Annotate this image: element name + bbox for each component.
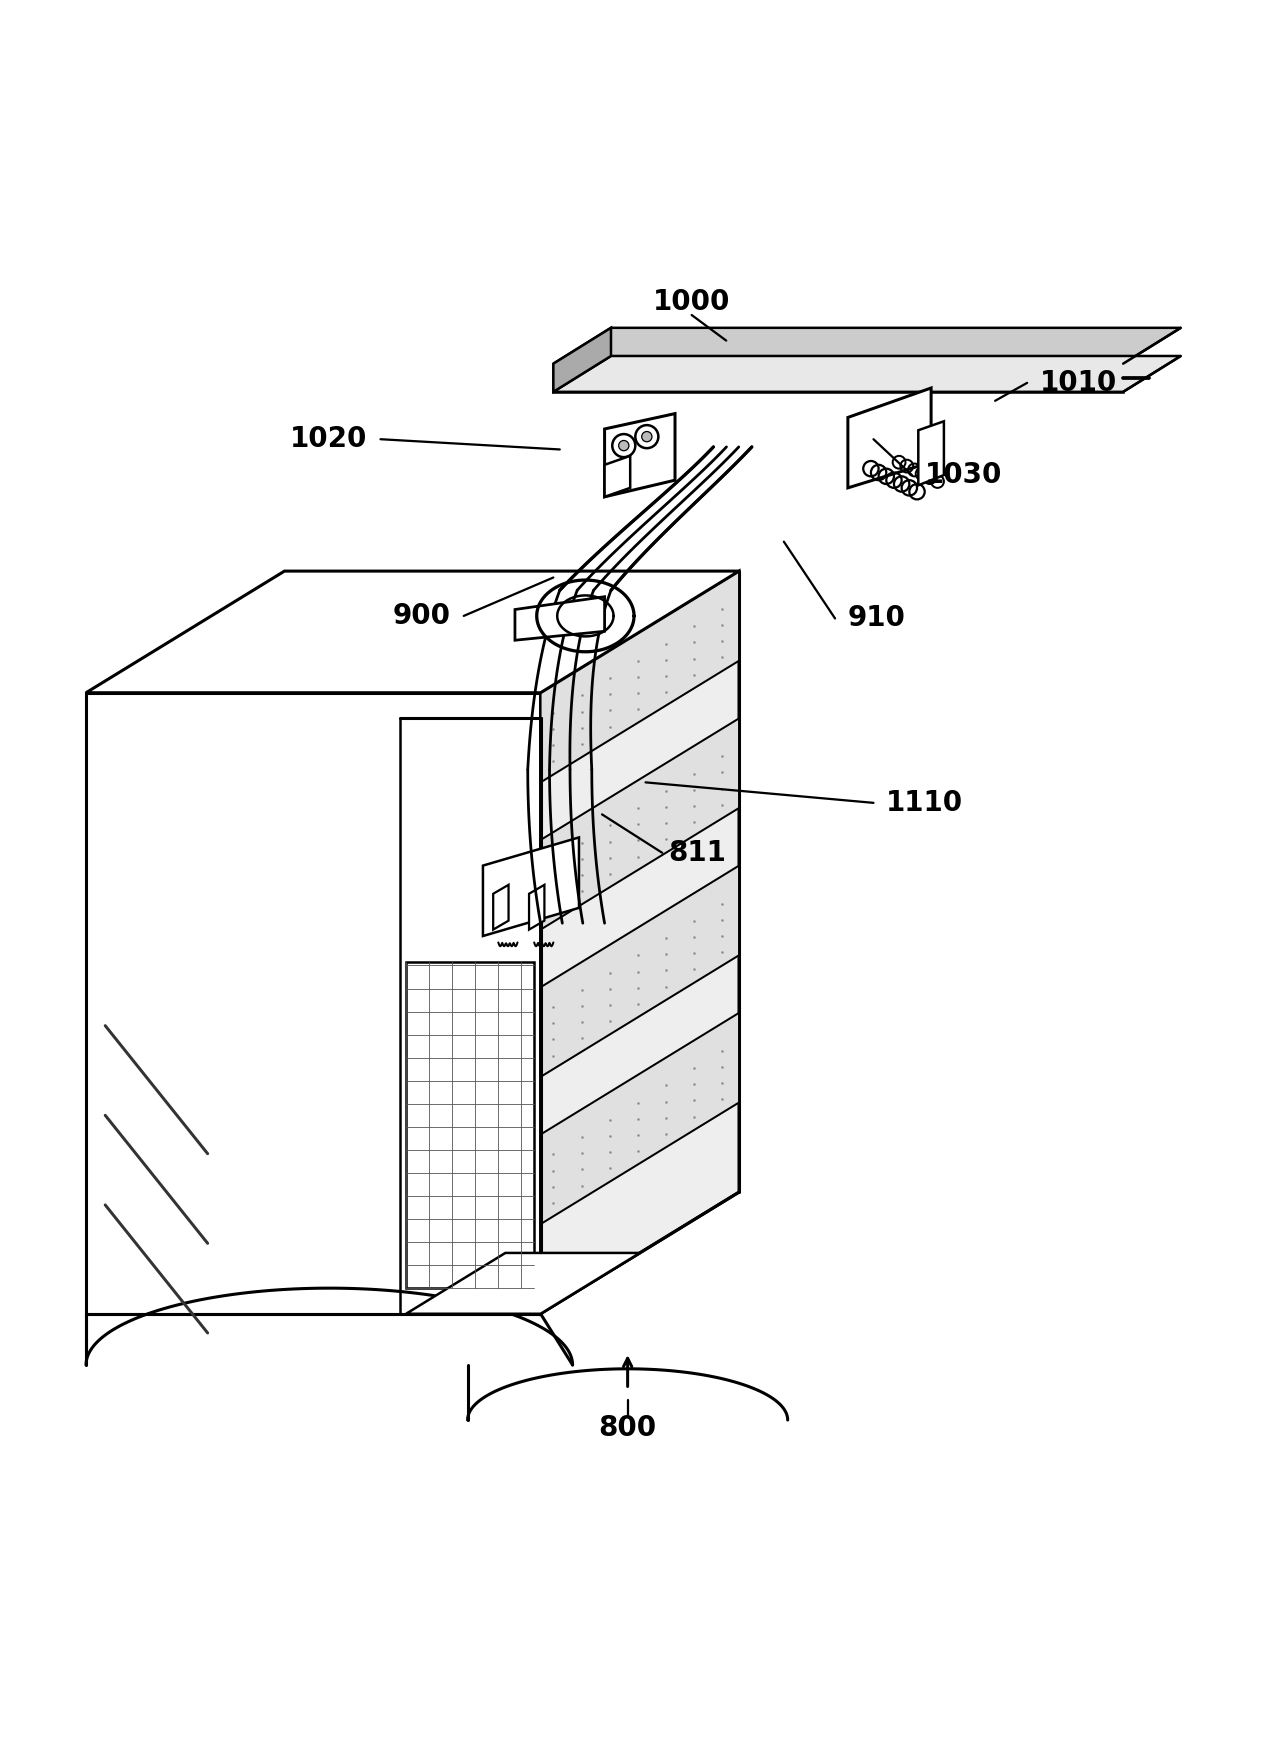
Polygon shape bbox=[553, 356, 1181, 392]
Circle shape bbox=[635, 426, 658, 448]
Polygon shape bbox=[847, 387, 931, 488]
Text: 1000: 1000 bbox=[653, 288, 730, 316]
Text: 1020: 1020 bbox=[291, 426, 368, 453]
Polygon shape bbox=[553, 364, 1123, 392]
Polygon shape bbox=[484, 837, 579, 937]
Polygon shape bbox=[494, 884, 508, 930]
Polygon shape bbox=[529, 884, 544, 930]
Polygon shape bbox=[540, 570, 739, 783]
Polygon shape bbox=[540, 719, 739, 930]
Circle shape bbox=[612, 434, 635, 457]
Text: 900: 900 bbox=[394, 602, 451, 630]
Text: 910: 910 bbox=[847, 605, 905, 633]
Polygon shape bbox=[540, 865, 739, 1076]
Polygon shape bbox=[540, 1013, 739, 1224]
Text: 800: 800 bbox=[598, 1414, 657, 1442]
Polygon shape bbox=[540, 570, 739, 1313]
Polygon shape bbox=[604, 455, 630, 497]
Text: 1110: 1110 bbox=[886, 788, 963, 816]
Polygon shape bbox=[553, 328, 611, 392]
Polygon shape bbox=[553, 328, 1181, 364]
Polygon shape bbox=[86, 692, 540, 1313]
Polygon shape bbox=[86, 570, 739, 692]
Text: 1010: 1010 bbox=[1040, 370, 1118, 398]
Polygon shape bbox=[406, 961, 534, 1289]
Polygon shape bbox=[918, 422, 944, 485]
Text: 811: 811 bbox=[669, 839, 727, 867]
Circle shape bbox=[642, 431, 652, 441]
Polygon shape bbox=[514, 596, 604, 640]
Polygon shape bbox=[406, 1252, 640, 1313]
Circle shape bbox=[619, 441, 629, 450]
Text: 1030: 1030 bbox=[925, 460, 1002, 488]
Polygon shape bbox=[604, 413, 675, 497]
